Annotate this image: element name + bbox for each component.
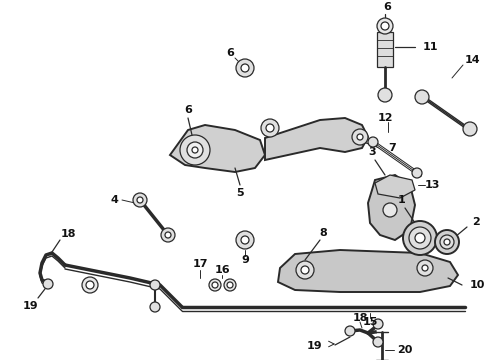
Circle shape (266, 124, 274, 132)
Text: 11: 11 (423, 42, 439, 52)
Circle shape (236, 59, 254, 77)
Circle shape (192, 147, 198, 153)
Text: 6: 6 (383, 2, 391, 12)
Circle shape (161, 228, 175, 242)
Circle shape (241, 236, 249, 244)
Text: 20: 20 (397, 345, 413, 355)
Text: 8: 8 (319, 228, 327, 238)
Circle shape (373, 337, 383, 347)
Circle shape (412, 168, 422, 178)
Text: 18: 18 (60, 229, 76, 239)
Circle shape (296, 261, 314, 279)
Circle shape (440, 235, 454, 249)
Circle shape (301, 266, 309, 274)
Circle shape (241, 64, 249, 72)
Circle shape (261, 119, 279, 137)
Text: 18: 18 (352, 313, 368, 323)
Circle shape (137, 197, 143, 203)
Text: 19: 19 (22, 301, 38, 311)
Text: 1: 1 (398, 195, 406, 205)
Circle shape (377, 18, 393, 34)
Circle shape (409, 227, 431, 249)
Text: 3: 3 (368, 147, 376, 157)
Circle shape (435, 230, 459, 254)
Circle shape (417, 260, 433, 276)
Text: 6: 6 (184, 105, 192, 115)
Circle shape (150, 302, 160, 312)
Polygon shape (375, 175, 415, 198)
Polygon shape (278, 250, 458, 292)
Circle shape (373, 319, 383, 329)
Circle shape (422, 265, 428, 271)
Circle shape (212, 282, 218, 288)
Text: 5: 5 (236, 188, 244, 198)
Text: 6: 6 (226, 48, 234, 58)
Polygon shape (377, 32, 393, 67)
Text: 15: 15 (362, 317, 378, 327)
Circle shape (403, 221, 437, 255)
Text: 4: 4 (110, 195, 118, 205)
Circle shape (224, 279, 236, 291)
Circle shape (165, 232, 171, 238)
Text: 19: 19 (306, 341, 322, 351)
Polygon shape (368, 175, 415, 240)
Circle shape (82, 277, 98, 293)
Text: 17: 17 (192, 259, 208, 269)
Text: 16: 16 (214, 265, 230, 275)
Circle shape (444, 239, 450, 245)
Text: 2: 2 (472, 217, 480, 227)
Circle shape (187, 142, 203, 158)
Circle shape (378, 88, 392, 102)
Text: 9: 9 (241, 255, 249, 265)
Circle shape (227, 282, 233, 288)
Text: 10: 10 (470, 280, 486, 290)
Circle shape (415, 90, 429, 104)
Circle shape (133, 193, 147, 207)
Circle shape (345, 326, 355, 336)
Polygon shape (170, 125, 265, 172)
Text: 12: 12 (377, 113, 393, 123)
Circle shape (180, 135, 210, 165)
Circle shape (352, 129, 368, 145)
Circle shape (368, 137, 378, 147)
Circle shape (415, 233, 425, 243)
Text: 7: 7 (388, 143, 396, 153)
Circle shape (86, 281, 94, 289)
Circle shape (357, 134, 363, 140)
Polygon shape (265, 118, 368, 160)
Circle shape (381, 22, 389, 30)
Circle shape (150, 280, 160, 290)
Circle shape (463, 122, 477, 136)
Circle shape (236, 231, 254, 249)
Circle shape (209, 279, 221, 291)
Text: 13: 13 (425, 180, 441, 190)
Circle shape (43, 279, 53, 289)
Circle shape (383, 203, 397, 217)
Text: 14: 14 (465, 55, 481, 65)
